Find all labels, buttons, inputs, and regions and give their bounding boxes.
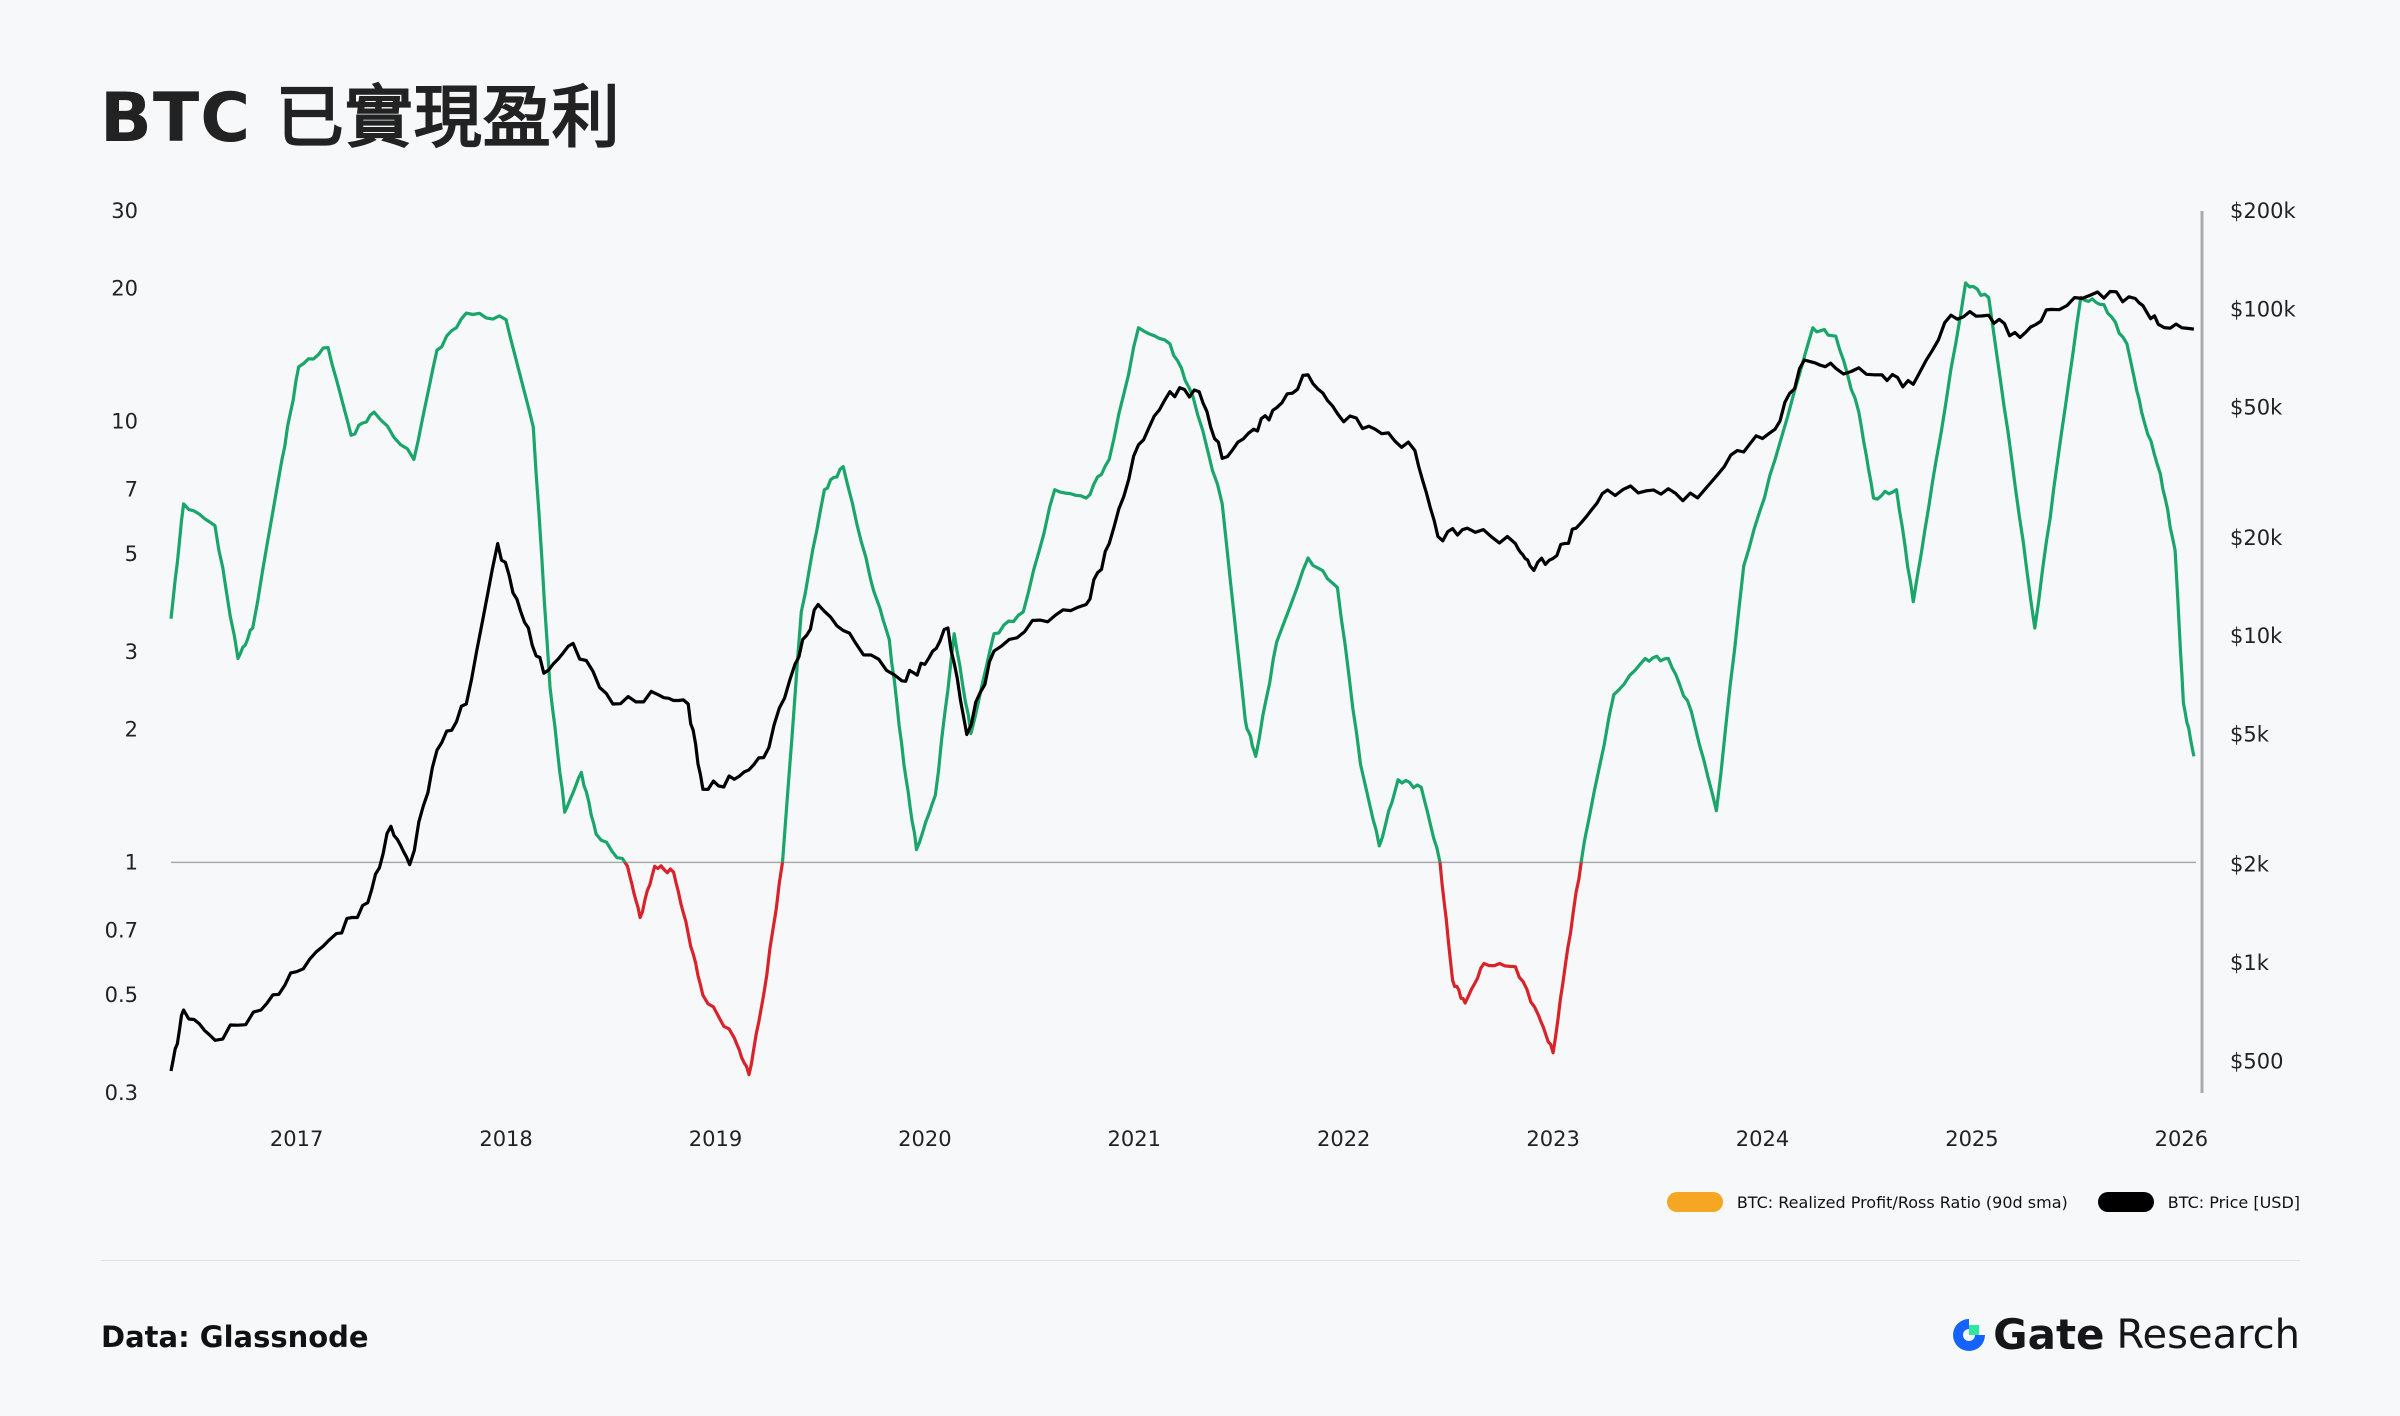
- left-tick-label: 30: [111, 199, 138, 223]
- right-tick-label: $5k: [2230, 723, 2270, 747]
- x-axis: 2017 2018 2019 2020 2021 2022 2023 2024 2025 2026: [270, 1127, 2208, 1151]
- ratio-line-below-1: [623, 862, 1583, 1077]
- x-tick-label: 2018: [479, 1127, 532, 1151]
- x-tick-label: 2019: [689, 1127, 742, 1151]
- x-tick-label: 2022: [1317, 1127, 1370, 1151]
- right-tick-label: $2k: [2230, 853, 2270, 877]
- left-tick-label: 0.5: [105, 983, 138, 1007]
- brand-name: Gate: [1993, 1310, 2105, 1359]
- footer-divider: [101, 1260, 2300, 1261]
- brand-suffix: Research: [2116, 1311, 2300, 1358]
- right-tick-label: $1k: [2230, 951, 2270, 975]
- ratio-line-above-1: [169, 281, 2196, 863]
- page-title: BTC 已實現盈利: [100, 79, 621, 158]
- legend-swatch-ratio: [1666, 1192, 1723, 1212]
- left-tick-label: 10: [111, 409, 138, 433]
- right-tick-label: $20k: [2230, 526, 2283, 550]
- right-tick-label: $100k: [2230, 297, 2296, 321]
- left-tick-label: 7: [125, 478, 138, 502]
- x-tick-label: 2025: [1945, 1127, 1998, 1151]
- x-tick-label: 2017: [270, 1127, 323, 1151]
- right-tick-label: $50k: [2230, 396, 2283, 420]
- left-tick-label: 5: [125, 542, 138, 566]
- x-tick-label: 2026: [2155, 1127, 2208, 1151]
- legend: BTC: Realized Profit/Ross Ratio (90d sma…: [1651, 1192, 2300, 1212]
- gate-research-logo: Gate Research: [1949, 1310, 2300, 1359]
- left-tick-label: 0.3: [105, 1081, 138, 1105]
- x-tick-label: 2020: [898, 1127, 951, 1151]
- left-tick-label: 2: [125, 718, 138, 742]
- left-axis: 30 20 10 7 5 3 2 1 0.7 0.5 0.3: [105, 199, 138, 1105]
- left-tick-label: 0.7: [105, 919, 138, 943]
- legend-swatch-price: [2097, 1192, 2154, 1212]
- x-tick-label: 2024: [1736, 1127, 1789, 1151]
- data-source: Data: Glassnode: [101, 1320, 369, 1354]
- left-tick-label: 3: [125, 640, 138, 664]
- left-tick-label: 20: [111, 277, 138, 301]
- right-tick-label: $500: [2230, 1049, 2283, 1073]
- legend-item-price: BTC: Price [USD]: [2097, 1192, 2300, 1212]
- legend-item-ratio: BTC: Realized Profit/Ross Ratio (90d sma…: [1666, 1192, 2068, 1212]
- right-tick-label: $200k: [2230, 199, 2296, 223]
- gate-logo-icon: [1953, 1318, 1986, 1351]
- legend-label-ratio: BTC: Realized Profit/Ross Ratio (90d sma…: [1736, 1192, 2068, 1212]
- right-axis: $200k $100k $50k $20k $10k $5k $2k $1k $500: [2230, 199, 2296, 1073]
- x-tick-label: 2023: [1526, 1127, 1579, 1151]
- x-tick-label: 2021: [1108, 1127, 1161, 1151]
- right-tick-label: $10k: [2230, 624, 2283, 648]
- legend-label-price: BTC: Price [USD]: [2167, 1192, 2300, 1212]
- price-line: [169, 289, 2195, 1072]
- left-tick-label: 1: [125, 850, 138, 874]
